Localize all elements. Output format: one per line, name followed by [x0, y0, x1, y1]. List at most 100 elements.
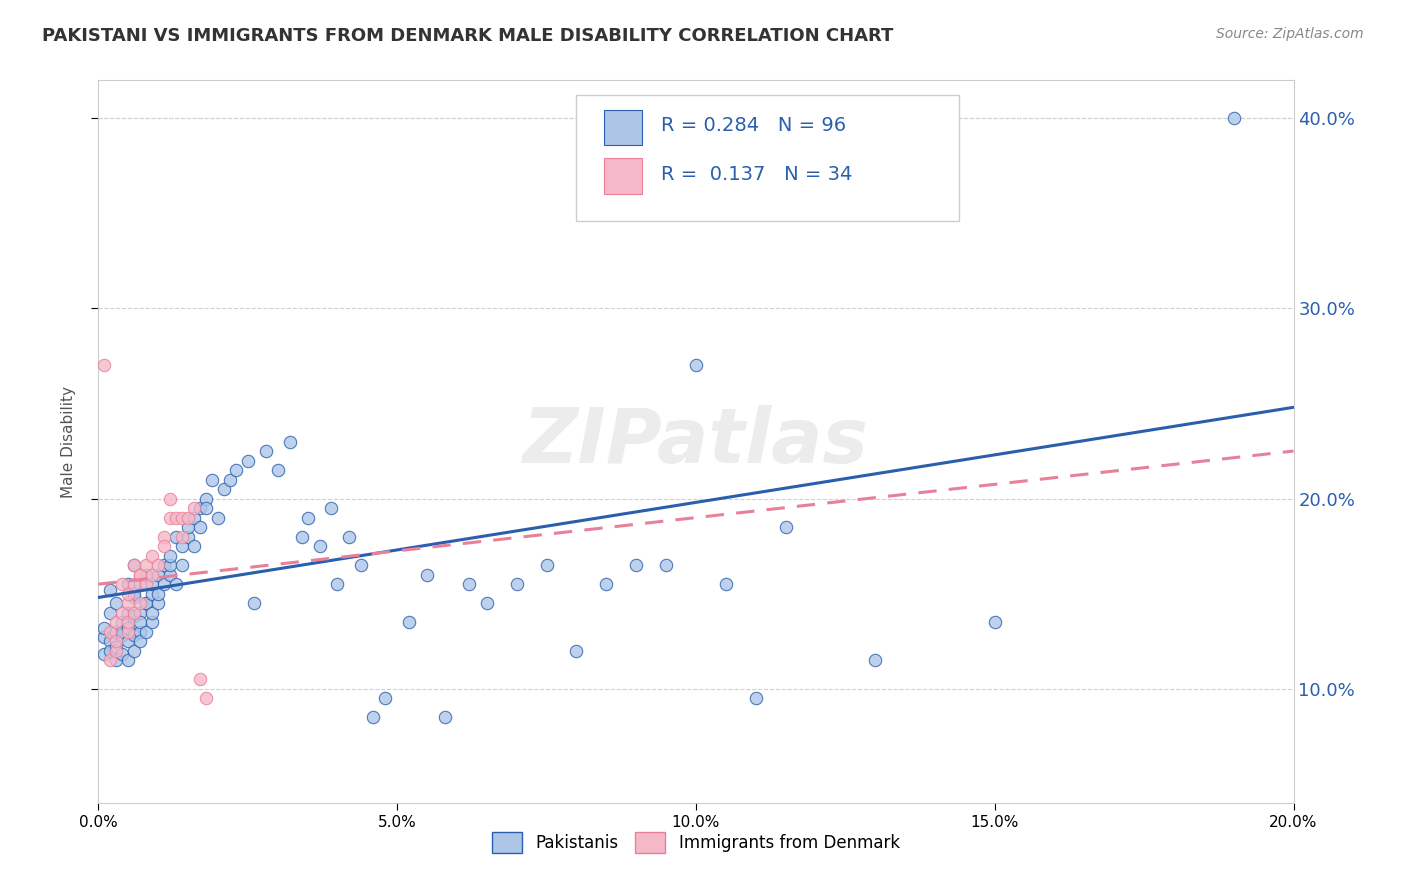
Point [595, 577, 617, 591]
Point [172, 539, 194, 553]
Point [111, 606, 134, 620]
Text: R =  0.137   N = 34: R = 0.137 N = 34 [661, 165, 852, 184]
Point [416, 567, 439, 582]
Point [105, 596, 128, 610]
Point [98, 634, 122, 648]
Point [714, 577, 737, 591]
Point [98, 653, 122, 667]
Point [129, 634, 152, 648]
Point [129, 567, 152, 582]
Point [124, 609, 146, 624]
Point [141, 577, 163, 591]
Point [105, 634, 128, 648]
Point [326, 577, 349, 591]
Point [159, 549, 181, 563]
Point [135, 577, 157, 591]
Point [177, 520, 200, 534]
Point [745, 691, 768, 706]
Point [124, 558, 146, 573]
Point [117, 615, 139, 630]
Point [129, 577, 152, 591]
Point [159, 558, 181, 573]
Point [124, 558, 146, 573]
Point [148, 596, 170, 610]
Point [111, 624, 134, 639]
Point [117, 634, 139, 648]
Point [117, 577, 139, 591]
Point [153, 558, 176, 573]
Point [1223, 112, 1246, 126]
Point [141, 606, 163, 620]
Legend: Pakistanis, Immigrants from Denmark: Pakistanis, Immigrants from Denmark [485, 826, 907, 860]
Point [153, 577, 176, 591]
Point [105, 643, 128, 657]
Point [297, 510, 319, 524]
Point [183, 539, 205, 553]
Point [565, 643, 588, 657]
Point [685, 359, 707, 373]
Point [308, 539, 330, 553]
Point [219, 473, 242, 487]
Point [225, 463, 247, 477]
Point [398, 615, 420, 630]
Point [124, 606, 146, 620]
Point [124, 628, 146, 642]
Point [135, 596, 157, 610]
Point [159, 491, 181, 506]
Point [267, 463, 290, 477]
Point [159, 510, 181, 524]
Point [172, 510, 194, 524]
Point [93, 648, 115, 662]
Point [105, 615, 128, 630]
Point [865, 653, 887, 667]
Point [212, 482, 235, 496]
Point [141, 567, 163, 582]
Text: PAKISTANI VS IMMIGRANTS FROM DENMARK MALE DISABILITY CORRELATION CHART: PAKISTANI VS IMMIGRANTS FROM DENMARK MAL… [42, 27, 894, 45]
Point [111, 615, 134, 630]
Point [117, 621, 139, 635]
Point [195, 691, 218, 706]
Point [93, 631, 115, 645]
FancyBboxPatch shape [576, 95, 959, 221]
Point [98, 606, 122, 620]
Point [626, 558, 648, 573]
Point [124, 577, 146, 591]
Point [117, 653, 139, 667]
Point [177, 530, 200, 544]
Point [254, 444, 277, 458]
Point [363, 710, 385, 724]
Point [165, 510, 187, 524]
Point [536, 558, 558, 573]
Point [141, 549, 163, 563]
Point [98, 624, 122, 639]
Point [117, 587, 139, 601]
Point [207, 510, 229, 524]
Point [775, 520, 797, 534]
Point [177, 510, 200, 524]
Point [165, 530, 187, 544]
Point [321, 501, 343, 516]
Point [188, 672, 211, 686]
Point [148, 567, 170, 582]
Point [183, 501, 205, 516]
FancyBboxPatch shape [605, 110, 643, 145]
Point [129, 596, 152, 610]
Point [172, 558, 194, 573]
Point [93, 359, 115, 373]
Point [111, 628, 134, 642]
Point [172, 530, 194, 544]
Point [135, 596, 157, 610]
Point [153, 530, 176, 544]
Point [141, 587, 163, 601]
Point [350, 558, 373, 573]
Point [195, 491, 218, 506]
Point [93, 621, 115, 635]
Point [236, 453, 259, 467]
Text: Source: ZipAtlas.com: Source: ZipAtlas.com [1216, 27, 1364, 41]
Point [117, 606, 139, 620]
Point [135, 624, 157, 639]
Point [183, 510, 205, 524]
Point [105, 653, 128, 667]
Point [105, 624, 128, 639]
Point [165, 577, 187, 591]
